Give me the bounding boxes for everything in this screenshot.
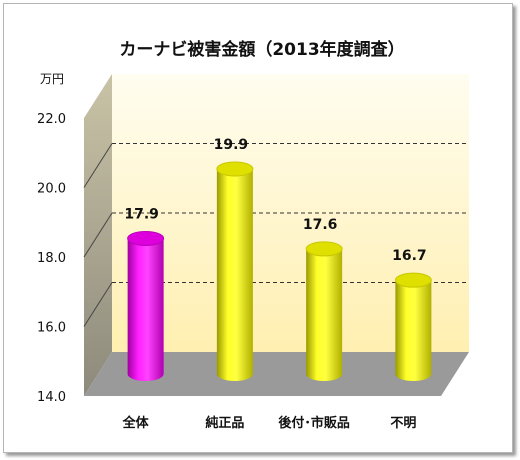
bar-top-cap bbox=[127, 230, 165, 246]
bar-body bbox=[127, 238, 164, 381]
bar-2 bbox=[305, 241, 343, 381]
y-tick-label: 16.0 bbox=[37, 321, 66, 336]
gridline-side-1 bbox=[83, 212, 113, 258]
data-label: 16.7 bbox=[392, 248, 427, 264]
bar-1 bbox=[216, 161, 254, 381]
bar-0 bbox=[127, 230, 165, 381]
y-tick-label: 22.0 bbox=[37, 112, 66, 127]
y-tick-label: 14.0 bbox=[37, 390, 66, 405]
floor bbox=[84, 352, 469, 396]
bar-body bbox=[395, 280, 432, 381]
chart-title: カーナビ被害金額（2013年度調査） bbox=[119, 39, 404, 60]
bar-body bbox=[216, 168, 253, 381]
bar-top-cap bbox=[216, 161, 254, 177]
bar-top-cap bbox=[394, 272, 432, 288]
gridline-side-0 bbox=[83, 282, 113, 327]
x-category-label: 純正品 bbox=[205, 415, 244, 431]
data-label: 19.9 bbox=[214, 137, 249, 153]
data-label: 17.6 bbox=[303, 217, 338, 233]
x-category-label: 後付･市販品 bbox=[278, 415, 350, 431]
x-category-label: 不明 bbox=[390, 416, 416, 431]
y-tick-label: 20.0 bbox=[37, 182, 66, 197]
y-tick-label: 18.0 bbox=[37, 251, 66, 266]
data-label: 17.9 bbox=[124, 206, 159, 222]
gridline-side-2 bbox=[83, 143, 113, 188]
x-category-label: 全体 bbox=[122, 415, 150, 431]
bar-top-cap bbox=[305, 241, 343, 257]
bar-3 bbox=[394, 272, 432, 381]
bar-body bbox=[306, 248, 343, 381]
y-axis-unit: 万円 bbox=[40, 72, 64, 86]
